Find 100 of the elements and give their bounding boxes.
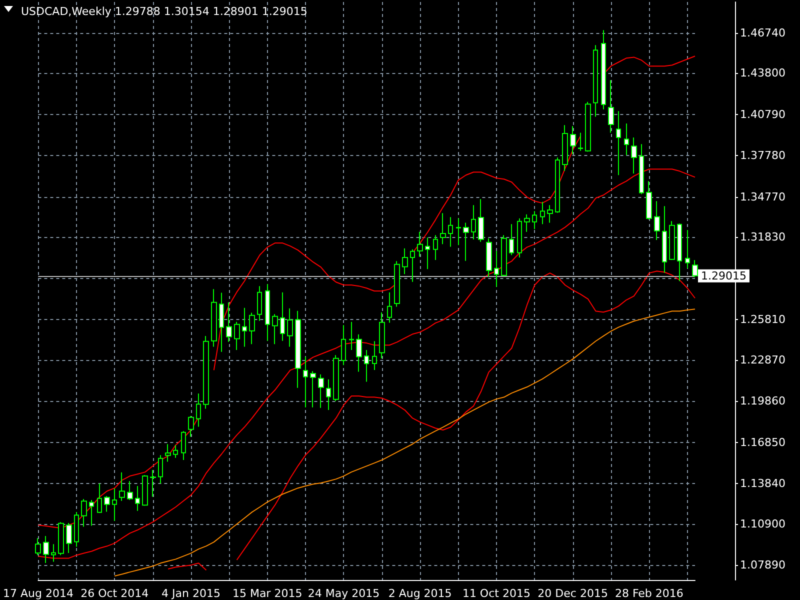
- candlestick: [97, 482, 102, 514]
- candlestick: [540, 201, 545, 225]
- x-tick-label: 28 Feb 2016: [614, 587, 684, 600]
- candlestick: [448, 216, 453, 248]
- candlestick: [654, 200, 660, 241]
- candlestick: [524, 214, 530, 232]
- candlestick: [226, 302, 232, 342]
- candlestick: [310, 370, 316, 408]
- x-tick-label: 11 Oct 2015: [462, 587, 530, 600]
- candlestick: [287, 308, 293, 348]
- candlestick: [433, 234, 438, 261]
- candlestick: [547, 204, 553, 224]
- line-series: [114, 308, 696, 577]
- candlestick: [81, 498, 87, 528]
- candlestick: [249, 312, 255, 345]
- candlestick: [585, 101, 591, 152]
- candlestick: [501, 234, 507, 277]
- ref-line-label: 1.29015: [701, 269, 746, 282]
- candlestick: [158, 454, 163, 484]
- candlestick: [608, 80, 614, 134]
- candlestick: [631, 136, 637, 174]
- y-tick-label: 1.43800: [740, 66, 786, 80]
- candlestick: [509, 224, 514, 256]
- candlestick: [265, 284, 270, 342]
- candlestick: [349, 321, 354, 351]
- candlestick: [234, 321, 240, 351]
- candlestick: [593, 44, 598, 118]
- candlestick: [74, 512, 79, 548]
- candlestick: [165, 444, 171, 462]
- candlestick: [104, 496, 110, 512]
- y-tick-label: 1.37780: [740, 149, 786, 162]
- candlestick: [142, 474, 148, 506]
- candlestick: [112, 488, 117, 522]
- x-tick-label: 20 Dec 2015: [538, 587, 608, 600]
- candlestick: [119, 472, 125, 502]
- x-tick-label: 4 Jan 2015: [161, 587, 220, 600]
- candlestick: [364, 350, 369, 382]
- candlestick: [326, 378, 331, 411]
- candlestick: [127, 480, 133, 501]
- chart-title: USDCAD,Weekly 1.29788 1.30154 1.28901 1.29015: [21, 5, 308, 18]
- y-tick-label: 1.22870: [740, 353, 786, 366]
- candlestick: [135, 486, 140, 512]
- candlestick: [150, 470, 156, 498]
- candlestick: [387, 292, 392, 324]
- candlestick: [463, 222, 469, 262]
- candlestick: [66, 522, 72, 554]
- candlestick: [394, 260, 400, 308]
- candlestick: [356, 334, 362, 372]
- candlestick: [181, 430, 186, 461]
- candlestick: [89, 500, 94, 526]
- candlestick: [639, 144, 644, 195]
- candlestick: [58, 522, 64, 556]
- y-tick-label: 1.10900: [740, 517, 786, 530]
- candlestick: [471, 204, 476, 240]
- candlestick: [43, 536, 49, 564]
- candlestick: [440, 212, 446, 245]
- y-tick-label: 1.19860: [740, 394, 786, 408]
- candlestick: [425, 236, 430, 270]
- y-tick-label: 1.13840: [740, 477, 786, 490]
- y-tick-label: 1.16850: [740, 436, 786, 449]
- candlestick: [555, 156, 560, 214]
- candlestick: [677, 222, 682, 282]
- x-tick-label: 2 Aug 2015: [388, 587, 452, 600]
- candlestick: [417, 231, 423, 258]
- candlestick: [318, 374, 324, 408]
- candlestick: [562, 124, 568, 172]
- candlestick: [242, 307, 247, 348]
- candlestick: [624, 122, 629, 156]
- candlestick: [578, 132, 583, 152]
- y-tick-label: 1.34770: [740, 190, 786, 204]
- candlestick: [35, 538, 41, 556]
- candlestick: [616, 110, 621, 176]
- candlestick: [188, 416, 194, 438]
- candlestick: [211, 288, 217, 348]
- y-tick-label: 1.31830: [740, 230, 786, 244]
- candlestick: [456, 218, 461, 246]
- candlestick: [601, 30, 606, 110]
- candlestick: [272, 314, 278, 345]
- y-tick-label: 1.46740: [740, 26, 786, 40]
- candlestick: [570, 126, 576, 155]
- candlestick: [685, 230, 690, 269]
- candlestick: [280, 292, 285, 342]
- y-tick-label: 1.40790: [740, 108, 786, 121]
- candlestick: [303, 356, 308, 408]
- x-tick-label: 24 May 2015: [308, 587, 380, 600]
- candlestick: [646, 180, 652, 220]
- candlestick: [402, 248, 408, 275]
- candlestick: [295, 310, 301, 388]
- x-tick-label: 15 Mar 2015: [232, 587, 302, 600]
- y-tick-label: 1.07890: [740, 558, 786, 572]
- y-tick-label: 1.25810: [740, 313, 786, 326]
- candlestick: [478, 198, 484, 242]
- candlestick: [494, 250, 499, 288]
- candlestick: [341, 324, 346, 366]
- candlestick: [203, 336, 209, 410]
- candlestick: [532, 210, 537, 230]
- candlestick: [486, 238, 492, 278]
- candlestick: [196, 392, 201, 428]
- candlestick: [379, 312, 385, 359]
- candlestick: [173, 444, 178, 458]
